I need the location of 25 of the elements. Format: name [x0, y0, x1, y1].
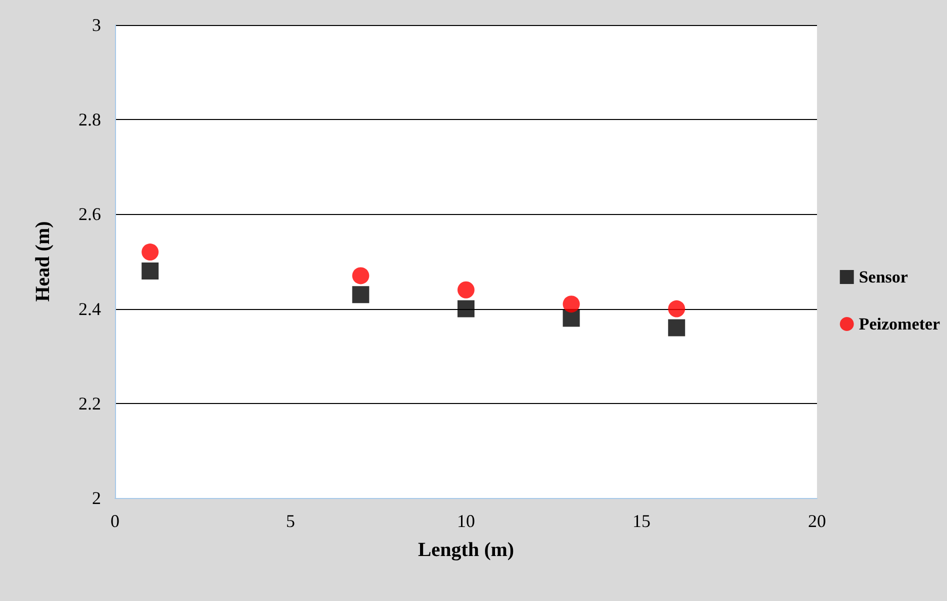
- y-tick-label: 2.2: [78, 393, 101, 414]
- point: [142, 244, 159, 261]
- x-axis-title: Length (m): [418, 539, 514, 561]
- y-tick-label: 3: [92, 15, 101, 35]
- point: [668, 319, 686, 336]
- x-tick-label: 20: [808, 511, 826, 531]
- y-tick-label: 2.6: [78, 204, 101, 224]
- x-tick-label: 10: [457, 511, 475, 531]
- y-tick-label: 2: [92, 488, 101, 508]
- x-tick-label: 0: [110, 511, 120, 531]
- point: [668, 300, 686, 318]
- y-axis-title: Head (m): [32, 221, 54, 302]
- x-tick-label: 15: [632, 511, 650, 531]
- point: [352, 267, 370, 284]
- x-tick-label: 5: [286, 511, 295, 531]
- legend-label: Peizometer: [858, 314, 940, 334]
- point: [562, 296, 580, 313]
- point: [458, 281, 474, 298]
- point: [142, 262, 159, 280]
- point: [458, 300, 474, 318]
- y-tick-label: 2.4: [78, 298, 101, 319]
- point: [352, 286, 370, 304]
- point: [562, 310, 580, 327]
- legend-label: Sensor: [858, 268, 908, 286]
- y-tick-label: 2.8: [78, 110, 101, 130]
